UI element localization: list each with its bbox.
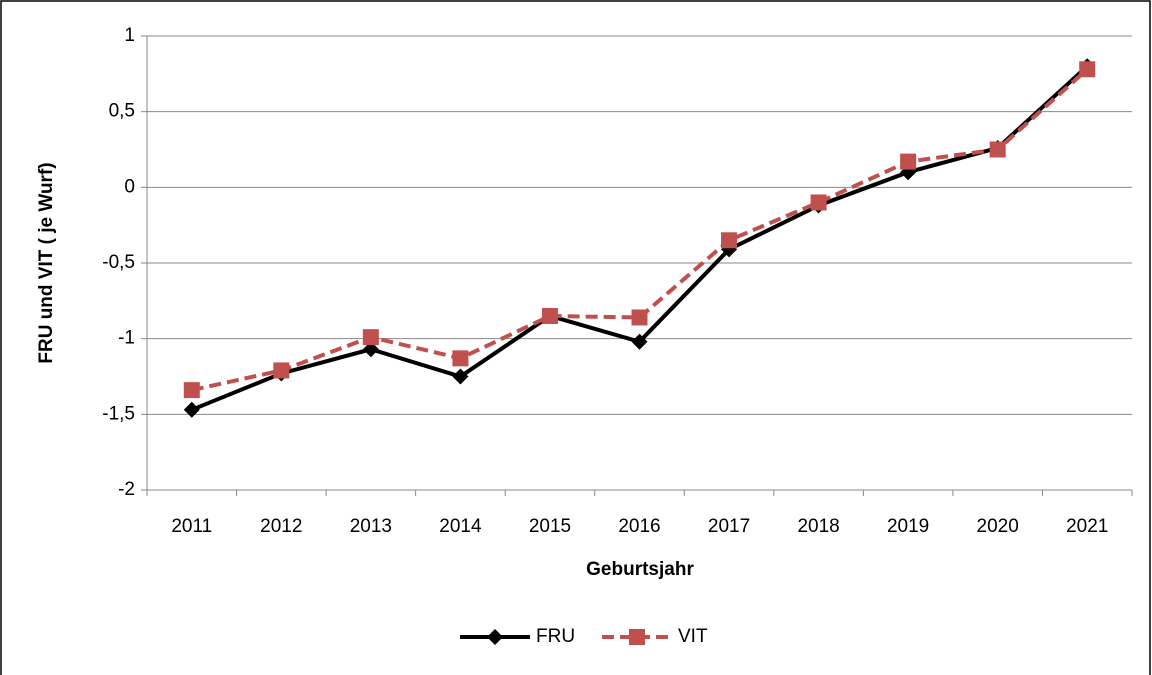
x-tick-label: 2019 [887, 516, 929, 537]
x-axis-label: Geburtsjahr [586, 559, 694, 580]
series-line [191, 64, 1089, 412]
data-point [900, 153, 917, 170]
y-tick-label: 0,5 [109, 101, 135, 122]
x-tick-label: 2017 [708, 516, 750, 537]
y-tick-label: -0,5 [102, 252, 135, 273]
x-tick-label: 2021 [1066, 516, 1108, 537]
data-point [989, 141, 1006, 158]
legend-label: VIT [678, 626, 708, 647]
y-tick-label: -2 [118, 479, 135, 500]
data-point [452, 350, 469, 367]
y-tick-label: 1 [124, 25, 135, 46]
data-point [452, 368, 469, 385]
x-tick-label: 2018 [797, 516, 839, 537]
legend-label: FRU [536, 626, 575, 647]
legend-marker [629, 629, 645, 645]
data-point [362, 341, 379, 358]
y-tick-label: -1 [118, 328, 135, 349]
x-tick-label: 2015 [529, 516, 571, 537]
data-point [273, 362, 290, 379]
legend-marker [487, 629, 503, 645]
y-tick-label: -1,5 [102, 403, 135, 424]
x-tick-label: 2013 [350, 516, 392, 537]
x-tick-label: 2012 [260, 516, 302, 537]
data-point [631, 309, 648, 326]
series-line [191, 67, 1089, 393]
x-tick-label: 2011 [171, 516, 212, 537]
data-point [1079, 61, 1096, 78]
data-point [183, 401, 200, 418]
y-axis-label: FRU und VIT ( je Wurf) [36, 162, 57, 363]
x-tick-label: 2016 [618, 516, 660, 537]
data-point [631, 333, 648, 350]
x-tick-label: 2020 [977, 516, 1019, 537]
y-tick-label: 0 [124, 176, 135, 197]
data-point [541, 307, 558, 324]
data-point [362, 329, 379, 346]
x-tick-label: 2014 [439, 516, 482, 537]
data-point [810, 194, 827, 211]
data-point [721, 232, 738, 249]
data-point [183, 382, 200, 399]
